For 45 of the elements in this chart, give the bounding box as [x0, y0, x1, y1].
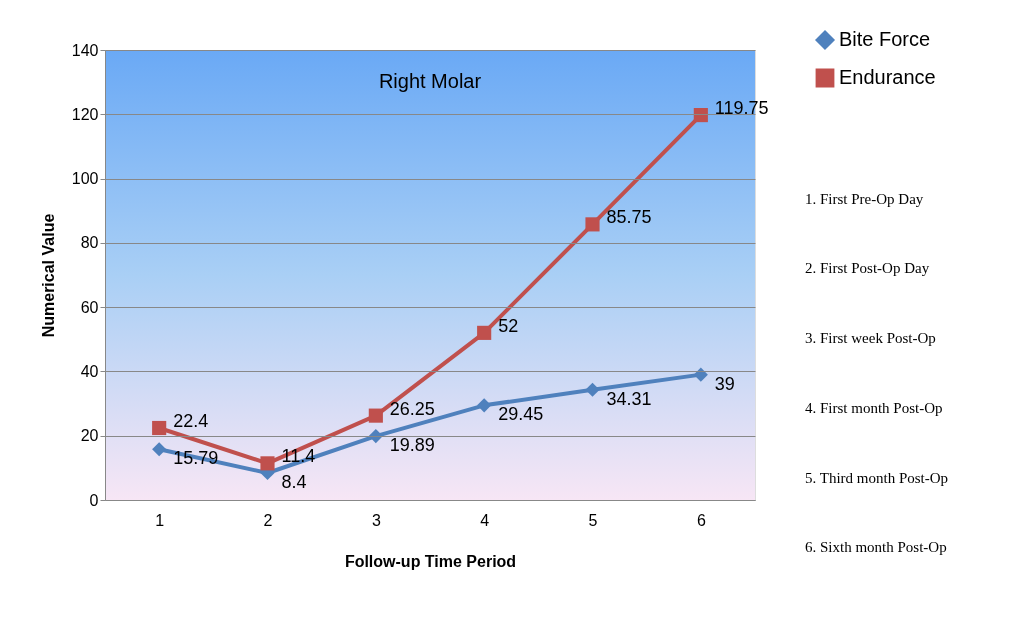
data-label: 8.4: [281, 472, 307, 492]
point: [477, 398, 492, 413]
y-tick-label: 20: [80, 427, 99, 445]
legend-label: Endurance: [839, 66, 936, 88]
text: 1. First Pre-Op Day: [805, 190, 924, 207]
text: 6. Sixth month Post-Op: [805, 539, 947, 556]
point: [477, 325, 492, 340]
text: 3. First week Post-Op: [805, 330, 936, 346]
text: 5. Third month Post-Op: [805, 469, 949, 486]
x-axis-title: Follow-up Time Period: [344, 552, 517, 570]
point: [585, 382, 600, 397]
point: [585, 217, 600, 232]
text: 4. First month Post-Op: [805, 399, 943, 416]
y-tick-label: 100: [71, 170, 99, 188]
text: 2. First Post-Op Day: [805, 260, 930, 277]
point: [693, 367, 708, 382]
data-label: 85.75: [606, 207, 652, 228]
point: [368, 408, 383, 423]
y-tick-label: 140: [71, 41, 99, 59]
data-label: 39: [714, 373, 735, 394]
data-label: 22.4: [173, 411, 209, 431]
point: [693, 108, 708, 123]
y-axis-title: Numerical Value: [39, 213, 57, 338]
data-label: 29.45: [498, 404, 544, 425]
y-tick-label: 120: [71, 105, 99, 123]
y-tick-label: 60: [80, 298, 99, 316]
point: [152, 420, 167, 436]
point: [152, 442, 167, 457]
x-tick-label: 1: [155, 511, 165, 529]
x-tick-label: 2: [263, 511, 273, 529]
y-tick-label: 0: [89, 491, 99, 509]
point: [260, 456, 275, 471]
text: Right Molar: [378, 70, 482, 92]
data-label: 52: [498, 315, 519, 336]
x-tick-label: 5: [588, 511, 598, 529]
data-label: 119.75: [714, 98, 769, 119]
x-tick-label: 4: [480, 511, 490, 529]
x-tick-label: 3: [371, 511, 381, 529]
y-tick-label: 80: [80, 234, 99, 252]
data-label: 26.25: [389, 398, 435, 419]
data-label: 34.31: [606, 388, 652, 409]
legend-label: Bite Force: [839, 28, 931, 50]
y-tick-label: 40: [80, 362, 99, 380]
x-tick-label: 6: [696, 511, 706, 529]
data-label: 19.89: [389, 435, 435, 456]
